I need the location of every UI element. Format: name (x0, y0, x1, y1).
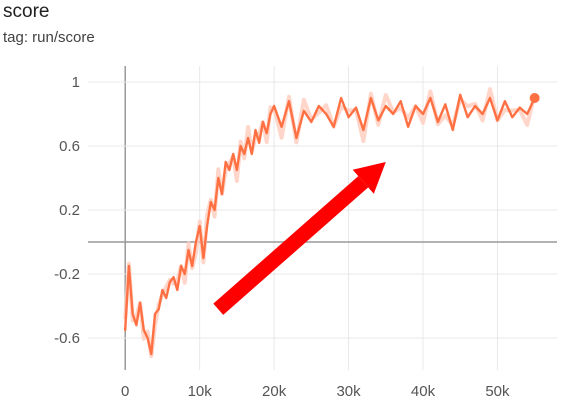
data-point (224, 161, 227, 163)
series-layer (124, 93, 540, 356)
data-point (228, 169, 231, 171)
data-point (191, 265, 194, 267)
x-tick-label: 10k (188, 383, 213, 400)
data-point (232, 153, 235, 155)
data-point (384, 105, 387, 107)
data-point (187, 249, 190, 251)
y-tick-label: 0.6 (59, 138, 80, 155)
data-point (124, 329, 127, 331)
data-point (347, 116, 350, 119)
data-point (142, 329, 145, 331)
x-tick-label: 20k (262, 383, 287, 400)
data-point (172, 276, 175, 279)
data-point (355, 106, 357, 109)
chart-title: score (3, 1, 50, 22)
data-point (146, 337, 149, 339)
data-point (526, 113, 529, 115)
data-point (254, 129, 257, 131)
data-point (302, 109, 305, 112)
data-point (235, 169, 238, 171)
data-point (161, 289, 164, 291)
data-point (180, 265, 182, 267)
raw-series-line (123, 87, 537, 359)
data-point (243, 153, 246, 155)
x-tick-label: 50k (485, 383, 510, 400)
data-point (399, 100, 402, 103)
data-point (168, 281, 171, 283)
data-point (165, 297, 168, 299)
y-tick-label: 1 (72, 74, 80, 91)
data-point (518, 106, 521, 109)
data-point (332, 125, 335, 128)
data-point (239, 145, 242, 147)
data-point (202, 257, 205, 259)
data-point (221, 193, 223, 195)
data-point (265, 132, 268, 135)
data-point (150, 353, 153, 355)
arrow-head (352, 162, 386, 194)
data-point (195, 241, 197, 243)
data-point (209, 201, 212, 203)
data-point (511, 116, 514, 119)
x-tick-label: 30k (336, 383, 361, 400)
x-tick-label: 0 (121, 383, 129, 400)
data-point (176, 289, 179, 291)
data-point (206, 225, 209, 227)
data-point (295, 137, 298, 139)
data-point (474, 105, 477, 107)
data-point (262, 121, 264, 123)
data-point (213, 209, 216, 211)
data-point (407, 125, 410, 128)
data-point (317, 105, 320, 107)
annotation-layer (213, 162, 386, 315)
data-point (131, 313, 134, 315)
data-point (459, 93, 462, 96)
data-point (377, 119, 380, 122)
data-point (451, 129, 454, 131)
data-point (269, 113, 272, 115)
data-point (422, 113, 424, 115)
y-tick-label: -0.2 (54, 266, 80, 283)
data-point (340, 97, 343, 99)
data-point (273, 105, 276, 107)
data-point (503, 100, 506, 103)
data-point (489, 97, 491, 99)
chart-tag: tag: run/score (3, 29, 95, 46)
data-point (288, 100, 290, 103)
data-point (325, 113, 328, 115)
data-point (154, 313, 156, 315)
data-point (250, 153, 253, 155)
tick-layer: 0 10k 20k 30k 40k 50k 1 0.6 0.2 -0.2 -0.6 (54, 74, 510, 400)
data-point (258, 141, 261, 144)
data-point (392, 113, 395, 115)
data-point (183, 273, 186, 275)
last-point-marker[interactable] (529, 93, 540, 103)
arrow-shaft (213, 176, 369, 315)
data-point (280, 125, 283, 128)
data-point (135, 324, 138, 327)
series-line (124, 93, 536, 356)
data-point (310, 121, 313, 123)
data-point (436, 121, 439, 123)
data-point (247, 137, 249, 139)
grid-layer (88, 66, 557, 370)
data-point (496, 119, 499, 122)
data-point (128, 265, 130, 267)
data-point (444, 103, 447, 106)
data-point (139, 301, 142, 304)
data-point (481, 113, 484, 115)
data-point (414, 105, 417, 107)
raw-series-layer (123, 87, 537, 359)
data-point (369, 97, 372, 99)
y-tick-label: -0.6 (54, 330, 80, 347)
data-point (362, 129, 365, 131)
y-tick-label: 0.2 (59, 202, 80, 219)
data-point (429, 97, 432, 99)
data-point (217, 177, 220, 179)
data-point (466, 116, 469, 119)
x-tick-label: 40k (411, 383, 436, 400)
data-point (157, 308, 160, 311)
data-point (198, 225, 201, 227)
